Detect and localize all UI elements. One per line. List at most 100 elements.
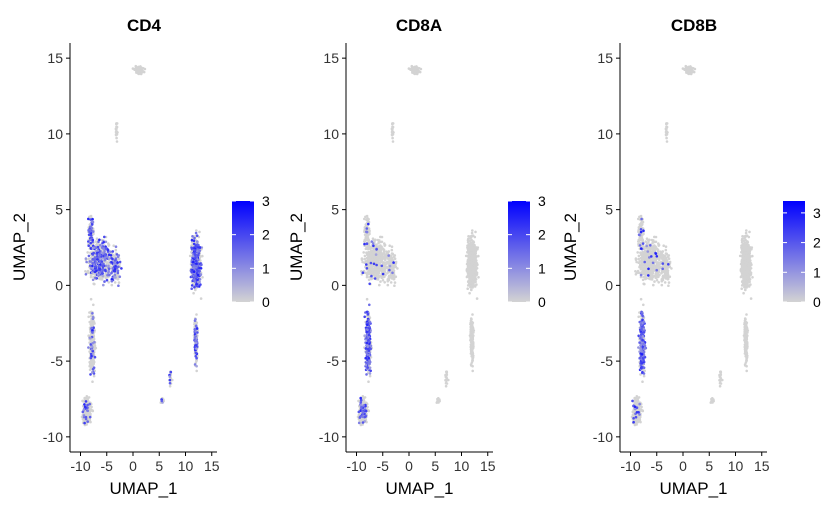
cell-point	[133, 68, 136, 71]
cell-point-expressing	[89, 352, 93, 356]
cell-point	[471, 356, 475, 360]
cell-point-expressing	[363, 315, 367, 319]
cell-point	[445, 379, 448, 383]
cell-point	[471, 234, 475, 237]
cell-point-expressing	[365, 242, 369, 245]
cell-point-expressing	[105, 278, 109, 282]
cell-point	[472, 249, 475, 253]
cell-point	[87, 315, 90, 319]
cell-point	[380, 259, 383, 262]
cell-point-expressing	[90, 326, 93, 330]
cell-point-expressing	[118, 275, 122, 279]
cell-point-expressing	[87, 244, 90, 247]
cell-point	[645, 262, 649, 266]
cell-point	[471, 325, 474, 328]
cell-point-expressing	[365, 263, 368, 266]
cell-point-expressing	[110, 271, 113, 275]
cell-point	[137, 65, 140, 69]
cell-point	[468, 266, 471, 270]
cell-point	[373, 255, 376, 259]
cell-point	[469, 286, 472, 289]
cell-point-expressing	[387, 254, 391, 257]
cell-point	[409, 68, 412, 71]
cell-point	[390, 259, 393, 262]
cell-point-expressing	[89, 241, 92, 245]
cell-point-expressing	[199, 273, 203, 276]
cell-point-expressing	[364, 415, 367, 419]
cell-point	[389, 275, 392, 279]
cell-point-expressing	[91, 220, 95, 224]
cell-point-expressing	[104, 264, 108, 268]
cell-point	[359, 423, 363, 427]
cell-point-expressing	[190, 284, 194, 287]
cell-point-expressing	[388, 264, 392, 268]
cell-point-expressing	[391, 271, 394, 275]
cell-point	[115, 125, 118, 128]
colorbar-tick-label: 0	[262, 294, 270, 310]
cell-point-expressing	[95, 261, 98, 264]
cell-point	[380, 247, 384, 250]
cell-point-expressing	[84, 417, 88, 421]
cell-point	[472, 271, 475, 275]
cell-point	[377, 268, 381, 272]
cell-point-expressing	[91, 258, 94, 261]
y-tick-label: 5	[331, 202, 339, 218]
cell-point-expressing	[358, 416, 362, 419]
panel-title: CD8B	[671, 16, 717, 35]
cell-point-expressing	[195, 364, 198, 368]
cell-point	[412, 69, 416, 72]
cell-point-expressing	[366, 313, 370, 316]
cell-point-expressing	[193, 286, 196, 289]
cell-point	[391, 133, 395, 136]
cell-point	[91, 409, 94, 412]
cell-point	[363, 239, 367, 243]
cell-point	[648, 258, 651, 262]
cell-point	[366, 405, 369, 409]
cell-point	[652, 283, 655, 287]
cell-point	[381, 278, 385, 282]
cell-point	[91, 338, 94, 342]
cell-point	[690, 70, 694, 74]
cell-point	[115, 130, 118, 133]
cell-point	[366, 234, 370, 237]
colorbar-tick-label: 2	[538, 227, 546, 243]
cell-point	[90, 323, 93, 327]
cell-point-expressing	[101, 274, 105, 278]
cell-point-expressing	[193, 252, 196, 255]
cell-point	[115, 122, 119, 125]
cell-point-expressing	[114, 259, 117, 262]
cell-point-expressing	[90, 271, 94, 274]
cell-point-expressing	[116, 269, 120, 273]
cell-point	[473, 243, 476, 247]
cell-point	[387, 257, 390, 261]
cell-point-expressing	[199, 283, 202, 286]
cell-point-expressing	[110, 279, 114, 283]
cell-point	[89, 420, 92, 424]
y-tick-label: -5	[51, 353, 64, 369]
cell-point	[367, 380, 370, 384]
cell-point	[665, 127, 668, 131]
cell-point-expressing	[374, 253, 378, 256]
cell-point-expressing	[103, 258, 106, 262]
cell-point	[195, 369, 198, 373]
cell-point-expressing	[100, 260, 104, 263]
cell-point-expressing	[190, 287, 193, 291]
cell-point	[87, 257, 90, 261]
cell-point-expressing	[96, 249, 100, 252]
cell-point-expressing	[116, 271, 120, 275]
cell-point-expressing	[107, 253, 111, 256]
cell-point	[365, 218, 368, 221]
cell-point-expressing	[114, 245, 118, 248]
cell-point-expressing	[85, 409, 89, 412]
y-tick-label: 5	[55, 202, 63, 218]
cell-point-expressing	[363, 242, 366, 246]
cell-point	[477, 254, 480, 258]
y-tick-label: 0	[331, 277, 339, 293]
cell-point-expressing	[88, 264, 92, 268]
cell-point	[363, 271, 367, 275]
y-tick-label: -10	[43, 429, 63, 445]
y-axis-label: UMAP_2	[287, 213, 306, 281]
cell-point-expressing	[194, 354, 197, 358]
